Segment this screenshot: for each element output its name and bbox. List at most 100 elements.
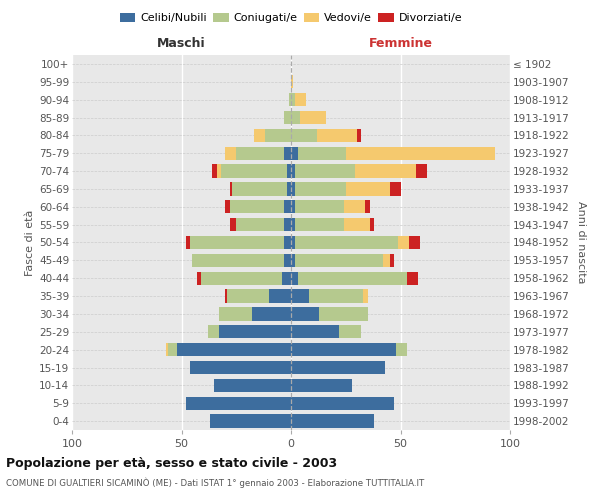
Bar [217, 164, 221, 178]
Bar [284, 200, 291, 213]
Bar [291, 361, 385, 374]
Legend: Celibi/Nubili, Coniugati/e, Vedovi/e, Divorziati/e: Celibi/Nubili, Coniugati/e, Vedovi/e, Di… [115, 8, 467, 28]
Y-axis label: Anni di nascita: Anni di nascita [576, 201, 586, 284]
Bar [295, 164, 355, 178]
Bar [226, 200, 230, 213]
Bar [346, 146, 494, 160]
Bar [291, 75, 293, 88]
Bar [291, 200, 295, 213]
Bar [251, 307, 291, 320]
Bar [370, 218, 374, 232]
Bar [291, 182, 295, 196]
Bar [396, 343, 407, 356]
Bar [416, 164, 427, 178]
Bar [295, 182, 346, 196]
Bar [236, 146, 284, 160]
Text: Maschi: Maschi [157, 36, 206, 50]
Bar [284, 218, 291, 232]
Bar [365, 200, 370, 213]
Bar [298, 272, 407, 285]
Bar [383, 254, 389, 267]
Bar [298, 146, 346, 160]
Bar [284, 111, 291, 124]
Bar [300, 111, 326, 124]
Bar [236, 218, 284, 232]
Bar [284, 236, 291, 249]
Bar [291, 325, 339, 338]
Bar [389, 254, 394, 267]
Bar [210, 414, 291, 428]
Bar [319, 307, 368, 320]
Bar [265, 128, 291, 142]
Bar [201, 272, 282, 285]
Bar [226, 290, 227, 303]
Bar [291, 218, 295, 232]
Bar [339, 325, 361, 338]
Bar [282, 272, 291, 285]
Bar [398, 236, 409, 249]
Bar [291, 378, 352, 392]
Bar [186, 396, 291, 410]
Bar [291, 254, 295, 267]
Bar [230, 200, 284, 213]
Bar [291, 128, 317, 142]
Bar [291, 396, 394, 410]
Bar [295, 93, 307, 106]
Bar [186, 236, 190, 249]
Bar [219, 307, 251, 320]
Bar [389, 182, 401, 196]
Bar [295, 218, 344, 232]
Bar [291, 146, 298, 160]
Bar [344, 200, 365, 213]
Bar [291, 111, 300, 124]
Bar [295, 254, 383, 267]
Bar [356, 128, 361, 142]
Bar [232, 182, 287, 196]
Bar [355, 164, 416, 178]
Y-axis label: Fasce di età: Fasce di età [25, 210, 35, 276]
Bar [269, 290, 291, 303]
Bar [227, 290, 269, 303]
Bar [284, 254, 291, 267]
Bar [254, 128, 265, 142]
Bar [289, 93, 291, 106]
Bar [409, 236, 420, 249]
Bar [169, 343, 177, 356]
Bar [212, 164, 217, 178]
Bar [230, 182, 232, 196]
Bar [407, 272, 418, 285]
Bar [291, 272, 298, 285]
Bar [287, 164, 291, 178]
Text: Femmine: Femmine [368, 36, 433, 50]
Bar [291, 290, 308, 303]
Bar [287, 182, 291, 196]
Bar [230, 218, 236, 232]
Bar [193, 254, 284, 267]
Bar [295, 200, 344, 213]
Bar [308, 290, 363, 303]
Bar [197, 272, 201, 285]
Bar [226, 146, 236, 160]
Bar [291, 93, 295, 106]
Bar [166, 343, 169, 356]
Bar [190, 361, 291, 374]
Bar [295, 236, 398, 249]
Bar [291, 164, 295, 178]
Bar [291, 343, 396, 356]
Bar [219, 325, 291, 338]
Bar [221, 164, 287, 178]
Text: Popolazione per età, sesso e stato civile - 2003: Popolazione per età, sesso e stato civil… [6, 458, 337, 470]
Text: COMUNE DI GUALTIERI SICAMINÒ (ME) - Dati ISTAT 1° gennaio 2003 - Elaborazione TU: COMUNE DI GUALTIERI SICAMINÒ (ME) - Dati… [6, 477, 424, 488]
Bar [363, 290, 368, 303]
Bar [291, 414, 374, 428]
Bar [317, 128, 356, 142]
Bar [291, 236, 295, 249]
Bar [214, 378, 291, 392]
Bar [344, 218, 370, 232]
Bar [284, 146, 291, 160]
Bar [291, 307, 319, 320]
Bar [190, 236, 284, 249]
Bar [346, 182, 389, 196]
Bar [177, 343, 291, 356]
Bar [208, 325, 219, 338]
